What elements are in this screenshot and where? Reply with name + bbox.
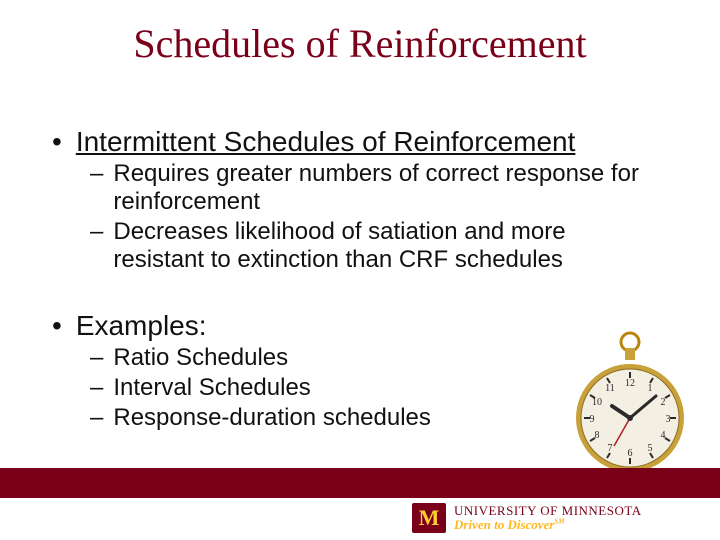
dash-icon: – (90, 218, 103, 246)
content-area: • Intermittent Schedules of Reinforcemen… (52, 120, 652, 432)
bullet-text: Intermittent Schedules of Reinforcement (76, 126, 576, 158)
dash-icon: – (90, 344, 103, 372)
bullet-level2: – Ratio Schedules (90, 344, 652, 372)
svg-text:2: 2 (661, 397, 666, 408)
svg-text:3: 3 (666, 414, 671, 425)
svg-text:12: 12 (625, 378, 635, 389)
dash-icon: – (90, 374, 103, 402)
logo-line1: UNIVERSITY OF MINNESOTA (454, 504, 642, 518)
spacer (52, 274, 652, 304)
bullet-dot-icon: • (52, 310, 62, 342)
slide: Schedules of Reinforcement • Intermitten… (0, 0, 720, 540)
university-logo: M UNIVERSITY OF MINNESOTA Driven to Disc… (412, 500, 702, 536)
dash-icon: – (90, 160, 103, 188)
sub-bullet-text: Ratio Schedules (113, 344, 288, 372)
sub-bullet-text: Decreases likelihood of satiation and mo… (113, 218, 652, 274)
pocket-watch-icon: 12 1 2 3 4 5 6 7 8 9 10 11 (570, 328, 690, 478)
svg-text:6: 6 (628, 448, 633, 459)
bullet-text: Examples: (76, 310, 207, 342)
svg-text:9: 9 (590, 414, 595, 425)
bullet-level1: • Examples: (52, 310, 652, 342)
bullet-level2: – Decreases likelihood of satiation and … (90, 218, 652, 274)
svg-text:4: 4 (661, 430, 666, 441)
bullet-level1: • Intermittent Schedules of Reinforcemen… (52, 126, 652, 158)
dash-icon: – (90, 404, 103, 432)
svg-text:10: 10 (592, 397, 602, 408)
sub-bullet-text: Response-duration schedules (113, 404, 431, 432)
bullet-level2: – Requires greater numbers of correct re… (90, 160, 652, 216)
logo-m-icon: M (412, 503, 446, 533)
svg-text:8: 8 (595, 430, 600, 441)
logo-tagline: Driven to DiscoverSM (454, 518, 642, 532)
svg-text:5: 5 (648, 443, 653, 454)
bullet-dot-icon: • (52, 126, 62, 158)
svg-text:7: 7 (608, 443, 613, 454)
svg-text:1: 1 (648, 383, 653, 394)
slide-title: Schedules of Reinforcement (0, 20, 720, 67)
bullet-level2: – Response-duration schedules (90, 404, 652, 432)
sub-bullet-text: Requires greater numbers of correct resp… (113, 160, 652, 216)
svg-text:11: 11 (605, 383, 615, 394)
sub-bullet-text: Interval Schedules (113, 374, 310, 402)
logo-text: UNIVERSITY OF MINNESOTA Driven to Discov… (454, 504, 642, 533)
footer-band (0, 468, 720, 498)
bullet-level2: – Interval Schedules (90, 374, 652, 402)
